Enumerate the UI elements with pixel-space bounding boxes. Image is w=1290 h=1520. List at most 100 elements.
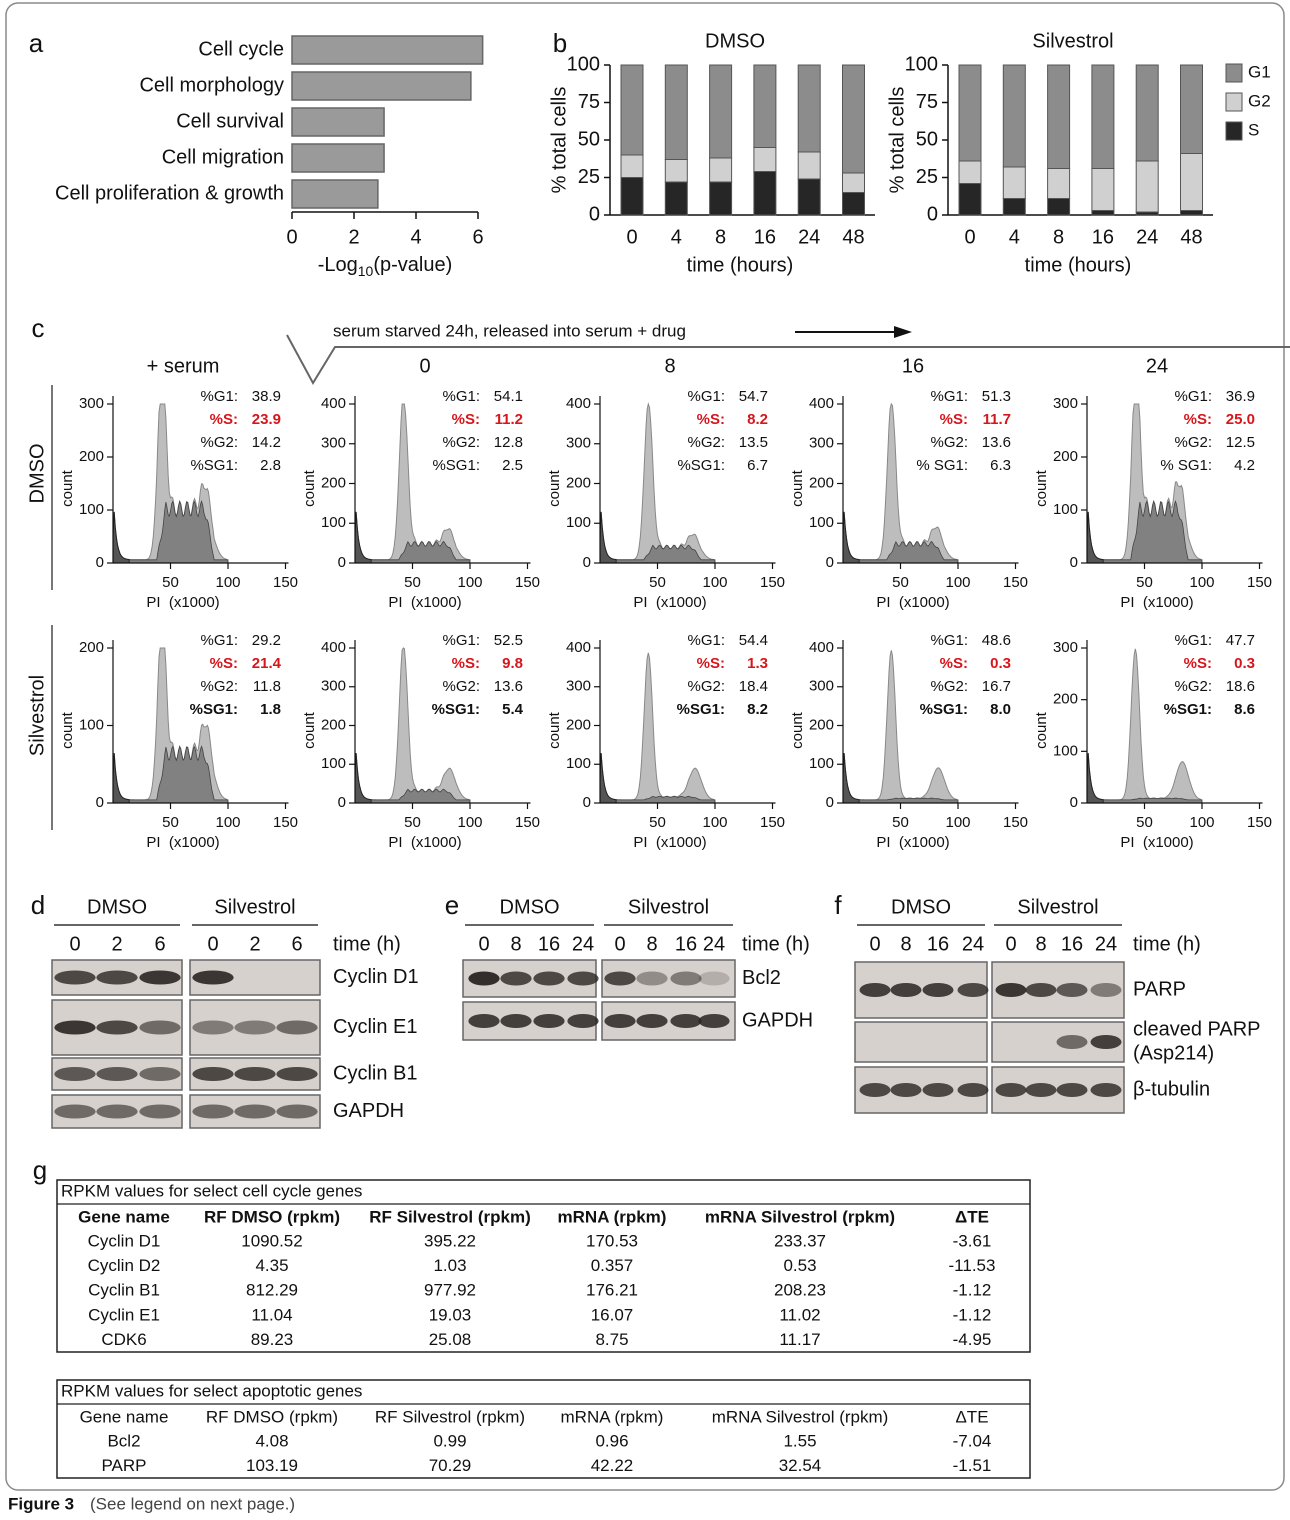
- band: [698, 971, 730, 986]
- x-axis-label: PI (x1000): [633, 594, 706, 611]
- bar-segment: [1047, 168, 1071, 199]
- stat-value: 52.5: [494, 632, 523, 649]
- y-tick-label: 0: [589, 203, 600, 225]
- time-label: time (h): [333, 933, 401, 955]
- legend-swatch: [1225, 63, 1243, 83]
- band: [139, 970, 181, 985]
- lane-label: 0: [207, 933, 218, 955]
- table-cell: Cyclin D1: [88, 1231, 161, 1250]
- stat-label: %G1:: [442, 388, 480, 405]
- stat-label: %G2:: [930, 434, 968, 451]
- lane-label: 24: [572, 933, 594, 955]
- lane-label: 6: [154, 933, 165, 955]
- y-tick-label: 400: [321, 395, 346, 412]
- x-tick-label: 50: [649, 574, 666, 591]
- table-cell: -1.51: [953, 1456, 992, 1475]
- x-tick-label: 50: [1136, 814, 1153, 831]
- y-tick-label: 100: [905, 53, 938, 75]
- stat-label: % SG1:: [916, 457, 968, 474]
- y-tick-label: 0: [338, 554, 346, 571]
- histogram-debris: [1086, 753, 1104, 804]
- y-tick-label: 200: [809, 474, 834, 491]
- bar-segment: [1002, 198, 1026, 216]
- x-tick-label: 50: [404, 814, 421, 831]
- band-label: β-tubulin: [1133, 1078, 1210, 1100]
- histogram-debris: [354, 753, 372, 804]
- x-tick-label: 150: [1003, 574, 1028, 591]
- blot: [854, 1021, 988, 1063]
- histogram-debris: [112, 511, 130, 564]
- bar-segment: [620, 64, 644, 156]
- bar-segment: [753, 171, 777, 216]
- stat-value: 13.6: [494, 678, 523, 695]
- y-tick-label: 25: [916, 166, 938, 188]
- stat-value: 6.7: [747, 457, 768, 474]
- group-label: DMSO: [500, 896, 560, 918]
- column-title: 8: [664, 355, 675, 377]
- stat-label: %S:: [1184, 411, 1212, 428]
- table-header: mRNA (rpkm): [558, 1207, 667, 1226]
- stat-label: %G2:: [442, 434, 480, 451]
- table-cell: 395.22: [424, 1231, 476, 1250]
- y-tick-label: 200: [809, 716, 834, 733]
- bar-segment: [753, 147, 777, 172]
- stat-value: 12.8: [494, 434, 523, 451]
- bar-segment: [1002, 166, 1026, 199]
- stat-value: 13.5: [739, 434, 768, 451]
- band-label: Bcl2: [742, 967, 781, 989]
- category-label: Cell survival: [176, 110, 284, 132]
- table-cell: Bcl2: [107, 1431, 140, 1450]
- stat-label: %SG1:: [432, 457, 480, 474]
- stat-label: %SG1:: [677, 701, 725, 718]
- histogram-s: [1086, 500, 1203, 564]
- histogram: [599, 652, 716, 804]
- y-tick-label: 200: [79, 639, 104, 656]
- y-tick-label: 100: [321, 514, 346, 531]
- table-cell: 4.35: [255, 1256, 288, 1275]
- table-header: RF DMSO (rpkm): [204, 1207, 340, 1226]
- histogram-s: [599, 795, 716, 804]
- table-cell: 812.29: [246, 1281, 298, 1300]
- stat-value: 18.6: [1226, 678, 1255, 695]
- stat-value: 1.3: [747, 655, 768, 672]
- lane-label: 0: [869, 933, 880, 955]
- bar-segment: [1091, 168, 1115, 211]
- band: [192, 1104, 234, 1119]
- y-axis-label: count: [301, 469, 318, 507]
- band: [54, 1020, 96, 1035]
- stat-value: 18.4: [739, 678, 768, 695]
- table-cell: 170.53: [586, 1231, 638, 1250]
- y-tick-label: 400: [809, 395, 834, 412]
- y-tick-label: 300: [809, 435, 834, 452]
- table-header: ΔTE: [955, 1207, 989, 1226]
- table-header: mRNA Silvestrol (rpkm): [712, 1407, 889, 1426]
- stat-value: 2.5: [502, 457, 523, 474]
- band: [1090, 1083, 1122, 1097]
- table-cell: 1.03: [433, 1256, 466, 1275]
- y-tick-label: 300: [566, 678, 591, 695]
- bar-segment: [958, 64, 982, 162]
- x-axis-label: PI (x1000): [1120, 834, 1193, 851]
- table-header: Gene name: [80, 1407, 169, 1426]
- bar: [291, 35, 484, 65]
- histogram-debris: [354, 511, 372, 564]
- row-label: Silvestrol: [26, 675, 48, 756]
- table-cell: 42.22: [591, 1456, 634, 1475]
- y-tick-label: 200: [566, 474, 591, 491]
- table-cell: 8.75: [595, 1330, 628, 1349]
- stat-value: 14.2: [252, 434, 281, 451]
- band: [1090, 1035, 1122, 1049]
- x-tick-label: 100: [702, 814, 727, 831]
- histogram-s: [354, 788, 471, 804]
- table-cell: 11.02: [779, 1305, 820, 1324]
- band: [957, 1083, 989, 1097]
- x-tick-label: 8: [1053, 226, 1064, 248]
- bar: [291, 107, 385, 137]
- table-cell: CDK6: [101, 1330, 146, 1349]
- histogram: [842, 650, 959, 804]
- table-cell: 0.99: [433, 1431, 466, 1450]
- band-label: GAPDH: [333, 1100, 404, 1122]
- x-tick-label: 100: [215, 814, 240, 831]
- stat-value: 8.0: [990, 701, 1011, 718]
- stat-label: %S:: [940, 411, 968, 428]
